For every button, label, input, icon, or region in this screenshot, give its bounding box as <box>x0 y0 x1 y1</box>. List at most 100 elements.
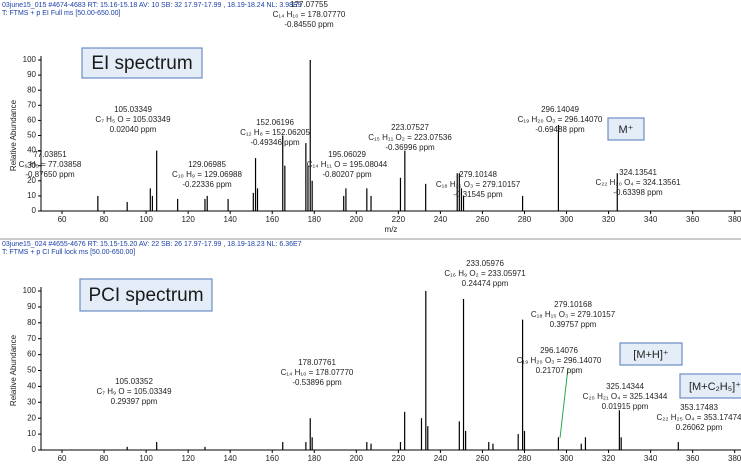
peak-annotation: C₁₅ H₁₁ O₂ = 223.07536 <box>368 133 452 142</box>
y-axis-label: Relative Abundance <box>9 334 18 406</box>
peak-annotation: 296.14076 <box>540 346 578 355</box>
chart-title: PCI spectrum <box>88 285 203 306</box>
x-tick-label: 340 <box>644 215 658 224</box>
peak-annotation: C₁₉ H₂₀ O₃ = 296.14070 <box>518 115 603 124</box>
y-tick-label: 60 <box>27 350 36 359</box>
peak-annotation: 178.07761 <box>298 358 336 367</box>
x-tick-label: 100 <box>139 215 153 224</box>
peak-annotation: 105.03352 <box>115 377 153 386</box>
y-tick-label: 100 <box>23 286 37 295</box>
x-tick-label: 60 <box>58 454 67 463</box>
peak-annotation: 105.03349 <box>114 105 152 114</box>
peak-annotation: 324.13541 <box>619 168 657 177</box>
ion-badge: M⁺ <box>619 124 634 136</box>
scan-header: 03june15_015 #4674-4683 RT: 15.16-15.18 … <box>2 2 302 9</box>
x-tick-label: 300 <box>560 454 574 463</box>
peak-annotation: 0.21707 ppm <box>536 366 583 375</box>
x-tick-label: 260 <box>476 215 490 224</box>
scan-header: T: FTMS + p CI Full lock ms [50.00-650.0… <box>2 249 135 256</box>
peak-annotation: 0.39757 ppm <box>550 320 597 329</box>
y-tick-label: 90 <box>27 302 36 311</box>
y-tick-label: 10 <box>27 429 36 438</box>
ion-badge: [M+C₂H₅]⁺ <box>689 381 741 393</box>
peak-annotation: C₆ H₅ = 77.03858 <box>19 160 82 169</box>
x-tick-label: 360 <box>686 454 700 463</box>
peak-annotation: C₁₂ H₈ = 152.06205 <box>240 128 310 137</box>
y-tick-label: 30 <box>27 397 36 406</box>
peak-annotation: 279.10168 <box>554 300 592 309</box>
ion-badge-box <box>607 117 645 141</box>
peak-annotation: 77.03851 <box>33 150 67 159</box>
peak-annotation: C₂₂ H₂₅ O₄ = 353.17474 <box>657 413 741 422</box>
peak-annotation: C₇ H₉ O = 105.03349 <box>96 387 172 396</box>
peak-annotation: 0.02040 ppm <box>110 125 157 134</box>
y-axis-label: Relative Abundance <box>9 99 18 171</box>
peak-annotation: -0.80207 ppm <box>322 170 372 179</box>
x-tick-label: 60 <box>58 215 67 224</box>
x-tick-label: 160 <box>266 454 280 463</box>
peak-annotation: -0.53896 ppm <box>292 378 342 387</box>
peak-annotation: -0.84550 ppm <box>284 20 334 29</box>
x-tick-label: 140 <box>224 215 238 224</box>
x-axis-label: m/z <box>385 225 398 234</box>
scan-header: T: FTMS + p EI Full ms [50.00-650.00] <box>2 10 121 17</box>
peak-annotation: C₁₀ H₉ = 129.06988 <box>172 170 242 179</box>
peak-annotation: -0.87650 ppm <box>25 170 75 179</box>
y-tick-label: 70 <box>27 100 36 109</box>
peak-annotation: C₁₄ H₁₀ = 178.07770 <box>273 10 346 19</box>
y-tick-label: 50 <box>27 366 36 375</box>
y-tick-label: 20 <box>27 413 36 422</box>
peak-annotation: C₁₆ H₉ O₂ = 233.05971 <box>444 269 526 278</box>
pointer-line <box>559 367 569 439</box>
x-tick-label: 360 <box>686 215 700 224</box>
peak-annotation: 233.05976 <box>466 259 504 268</box>
x-tick-label: 120 <box>181 215 195 224</box>
x-tick-label: 340 <box>644 454 658 463</box>
peak-annotation: C₁₈ H₁₅ O₃ = 279.10157 <box>436 180 521 189</box>
y-tick-label: 40 <box>27 146 36 155</box>
ion-badge-box <box>679 373 741 399</box>
x-tick-label: 80 <box>100 454 109 463</box>
y-tick-label: 40 <box>27 382 36 391</box>
y-tick-label: 80 <box>27 85 36 94</box>
x-tick-label: 300 <box>560 215 574 224</box>
x-tick-label: 380 <box>728 454 741 463</box>
x-tick-label: 80 <box>100 215 109 224</box>
peak-annotation: C₂₀ H₂₁ O₄ = 325.14344 <box>583 392 668 401</box>
peak-annotation: 279.10148 <box>459 170 497 179</box>
peak-annotation: -0.36996 ppm <box>385 143 435 152</box>
x-tick-label: 180 <box>308 454 322 463</box>
peak-annotation: C₇ H₅ O = 105.03349 <box>95 115 171 124</box>
y-tick-label: 30 <box>27 161 36 170</box>
x-tick-label: 220 <box>392 454 406 463</box>
peak-annotation: 0.24474 ppm <box>462 279 509 288</box>
peak-annotation: 152.06196 <box>256 118 294 127</box>
peak-annotation: 177.07755 <box>290 0 328 9</box>
x-tick-label: 200 <box>350 454 364 463</box>
title-box <box>79 278 213 312</box>
y-tick-label: 90 <box>27 70 36 79</box>
peak-annotation: 129.06985 <box>188 160 226 169</box>
x-tick-label: 280 <box>518 454 532 463</box>
peak-annotation: 223.07527 <box>391 123 429 132</box>
y-tick-label: 0 <box>32 445 37 454</box>
peak-annotation: -0.49346 ppm <box>250 138 300 147</box>
chart-title: EI spectrum <box>91 53 192 74</box>
x-tick-label: 320 <box>602 454 616 463</box>
peak-annotation: -0.31545 ppm <box>453 190 503 199</box>
peak-annotation: 195.06029 <box>328 150 366 159</box>
peak-annotation: C₂₂ H₂₀ O₄ = 324.13561 <box>595 178 681 187</box>
x-tick-label: 140 <box>224 454 238 463</box>
y-tick-label: 70 <box>27 334 36 343</box>
x-tick-label: 320 <box>602 215 616 224</box>
peak-annotation: -0.69488 ppm <box>535 125 585 134</box>
x-tick-label: 180 <box>308 215 322 224</box>
x-tick-label: 120 <box>181 454 195 463</box>
peak-annotation: 325.14344 <box>606 382 644 391</box>
x-tick-label: 160 <box>266 215 280 224</box>
x-tick-label: 280 <box>518 215 532 224</box>
peak-annotation: -0.22336 ppm <box>182 180 232 189</box>
peak-annotation: 0.01915 ppm <box>602 402 649 411</box>
peak-annotation: C₁₄ H₁₀ = 178.07770 <box>281 368 354 377</box>
